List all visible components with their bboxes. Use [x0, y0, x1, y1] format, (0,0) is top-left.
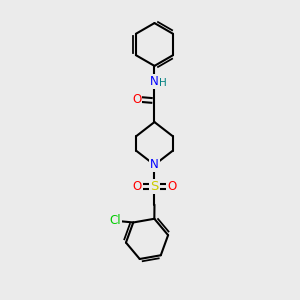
Text: S: S — [150, 180, 159, 193]
Text: Cl: Cl — [110, 214, 121, 227]
Text: O: O — [167, 180, 176, 193]
Text: N: N — [150, 75, 159, 88]
Text: O: O — [132, 93, 141, 106]
Text: H: H — [159, 78, 167, 88]
Text: O: O — [133, 180, 142, 193]
Text: N: N — [150, 158, 159, 171]
